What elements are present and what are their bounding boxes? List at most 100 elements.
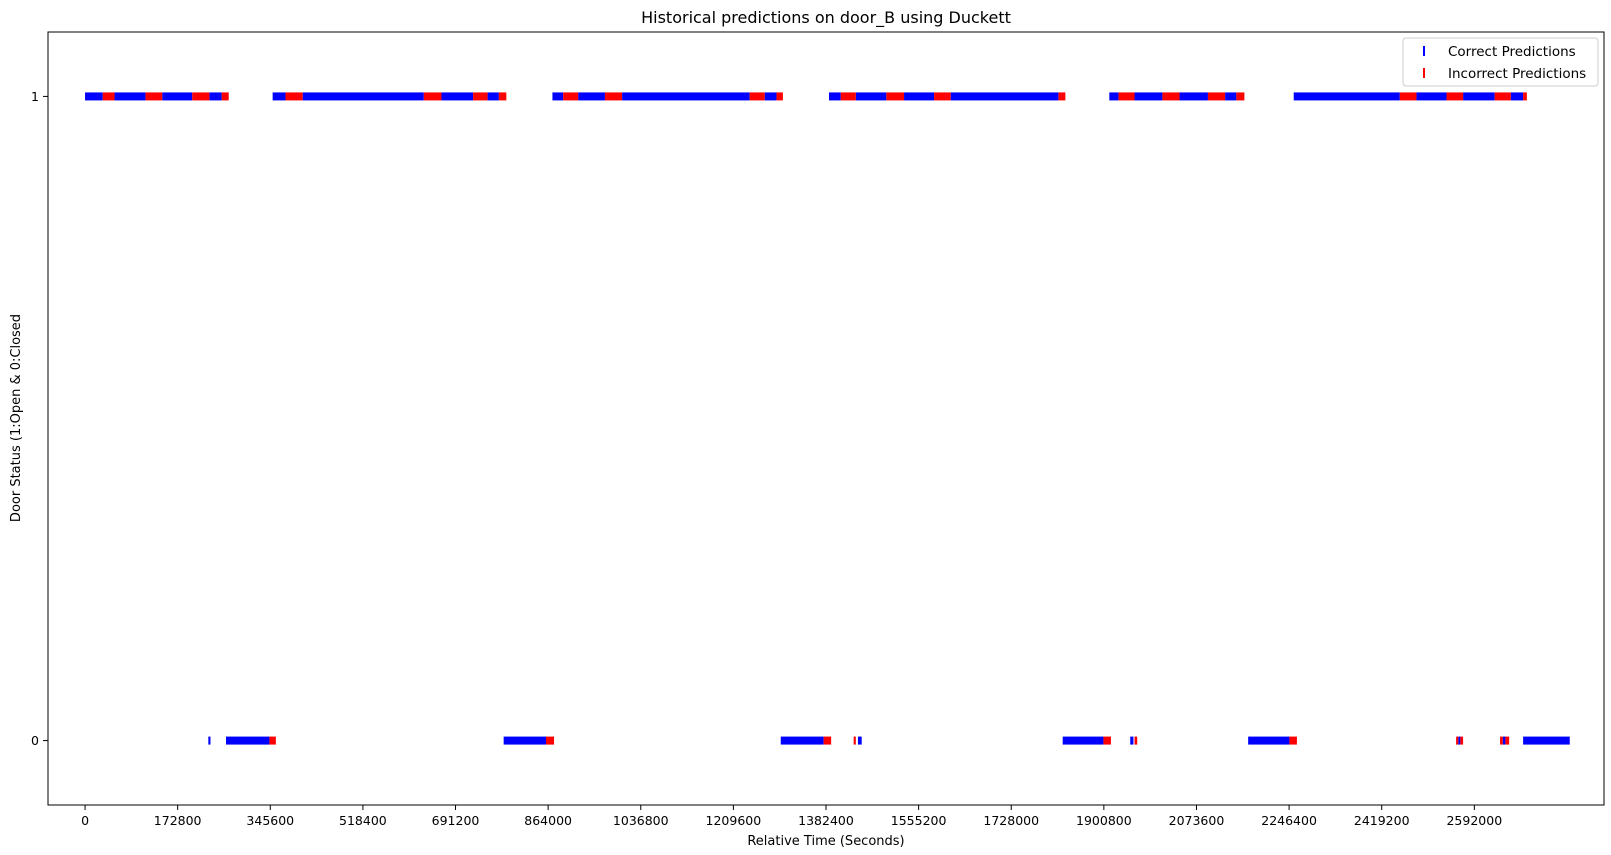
incorrect-prediction-mark [1289,736,1297,745]
correct-predictions-series [85,92,1570,745]
correct-prediction-mark [578,92,605,101]
incorrect-prediction-mark [840,92,856,101]
correct-prediction-mark [1109,92,1119,101]
incorrect-prediction-mark [546,736,555,745]
correct-prediction-mark [1134,92,1163,101]
correct-prediction-mark [764,92,777,101]
correct-prediction-mark [1293,92,1400,101]
incorrect-prediction-mark [1505,736,1510,745]
correct-prediction-mark [780,736,824,745]
x-tick-label: 1900800 [1076,813,1132,828]
correct-prediction-mark [1130,736,1134,745]
correct-prediction-mark [1225,92,1237,101]
x-tick-label: 345600 [246,813,294,828]
x-tick-label: 2073600 [1169,813,1225,828]
incorrect-prediction-mark [498,92,507,101]
y-axis-label: Door Status (1:Open & 0:Closed [9,314,24,522]
correct-prediction-mark [950,92,1059,101]
incorrect-prediction-mark [823,736,832,745]
chart-marks [85,92,1570,745]
correct-prediction-mark [209,92,222,101]
x-axis: 0 172800 345600 518400 691200 864000 1036800 12… [81,805,1502,828]
x-tick-label: 2419200 [1354,813,1410,828]
incorrect-prediction-mark [1446,92,1464,101]
correct-prediction-mark [1416,92,1447,101]
correct-prediction-mark [272,92,286,101]
legend-label-correct: Correct Predictions [1448,44,1576,60]
legend: Correct Predictions Incorrect Prediction… [1402,37,1599,87]
correct-prediction-mark [904,92,935,101]
x-tick-label: 1382400 [798,813,854,828]
incorrect-prediction-mark [886,92,905,101]
x-tick-label: 1555200 [891,813,947,828]
incorrect-prediction-mark [1494,92,1511,101]
correct-prediction-mark [226,736,270,745]
incorrect-prediction-mark [1103,736,1111,745]
incorrect-prediction-mark [285,92,303,101]
incorrect-prediction-mark [1207,92,1226,101]
y-tick-label: 0 [31,733,39,748]
correct-prediction-mark [1248,736,1290,745]
incorrect-prediction-mark [221,92,229,101]
x-tick-label: 1036800 [613,813,669,828]
incorrect-prediction-mark [1236,92,1245,101]
incorrect-prediction-mark [269,736,276,745]
correct-prediction-mark [1523,736,1570,745]
x-tick-label: 1209600 [706,813,762,828]
incorrect-prediction-mark [1460,736,1464,745]
correct-prediction-mark [1179,92,1208,101]
correct-prediction-mark [114,92,146,101]
x-axis-label: Relative Time (Seconds) [747,834,904,849]
correct-prediction-mark [1510,92,1524,101]
incorrect-prediction-mark [1500,736,1503,745]
correct-prediction-mark [208,736,211,745]
correct-prediction-mark [503,736,546,745]
correct-prediction-mark [1463,92,1495,101]
x-tick-label: 2592000 [1446,813,1502,828]
x-tick-label: 2246400 [1261,813,1317,828]
incorrect-prediction-mark [853,736,856,745]
plot-area [48,32,1604,805]
correct-prediction-mark [552,92,564,101]
incorrect-prediction-mark [1523,92,1527,101]
incorrect-prediction-mark [1134,736,1138,745]
correct-prediction-mark [1062,736,1104,745]
incorrect-prediction-mark [145,92,163,101]
correct-prediction-mark [857,736,862,745]
correct-prediction-mark [162,92,193,101]
correct-prediction-mark [85,92,103,101]
correct-prediction-mark [829,92,841,101]
correct-prediction-mark [855,92,887,101]
incorrect-prediction-mark [473,92,488,101]
x-tick-label: 691200 [432,813,480,828]
correct-prediction-mark [487,92,499,101]
x-tick-label: 0 [81,813,89,828]
incorrect-prediction-mark [1456,736,1459,745]
incorrect-prediction-mark [749,92,765,101]
incorrect-prediction-mark [192,92,210,101]
incorrect-prediction-mark [1162,92,1180,101]
correct-prediction-mark [622,92,750,101]
correct-prediction-mark [302,92,424,101]
legend-label-incorrect: Incorrect Predictions [1448,66,1586,82]
correct-prediction-mark [1502,736,1506,745]
x-tick-label: 1728000 [983,813,1039,828]
incorrect-prediction-mark [563,92,579,101]
incorrect-prediction-mark [102,92,115,101]
incorrect-prediction-mark [1399,92,1417,101]
incorrect-prediction-mark [776,92,783,101]
incorrect-prediction-mark [1058,92,1066,101]
x-tick-label: 172800 [154,813,202,828]
incorrect-prediction-mark [934,92,951,101]
x-tick-label: 518400 [339,813,387,828]
incorrect-prediction-mark [423,92,442,101]
correct-prediction-mark [441,92,474,101]
x-tick-label: 864000 [524,813,572,828]
y-tick-label: 1 [31,89,39,104]
chart-title: Historical predictions on door_B using D… [641,8,1011,28]
incorrect-predictions-series [102,92,1527,745]
correct-prediction-mark [1458,736,1461,745]
incorrect-prediction-mark [1118,92,1135,101]
y-axis: 01 [31,89,48,748]
